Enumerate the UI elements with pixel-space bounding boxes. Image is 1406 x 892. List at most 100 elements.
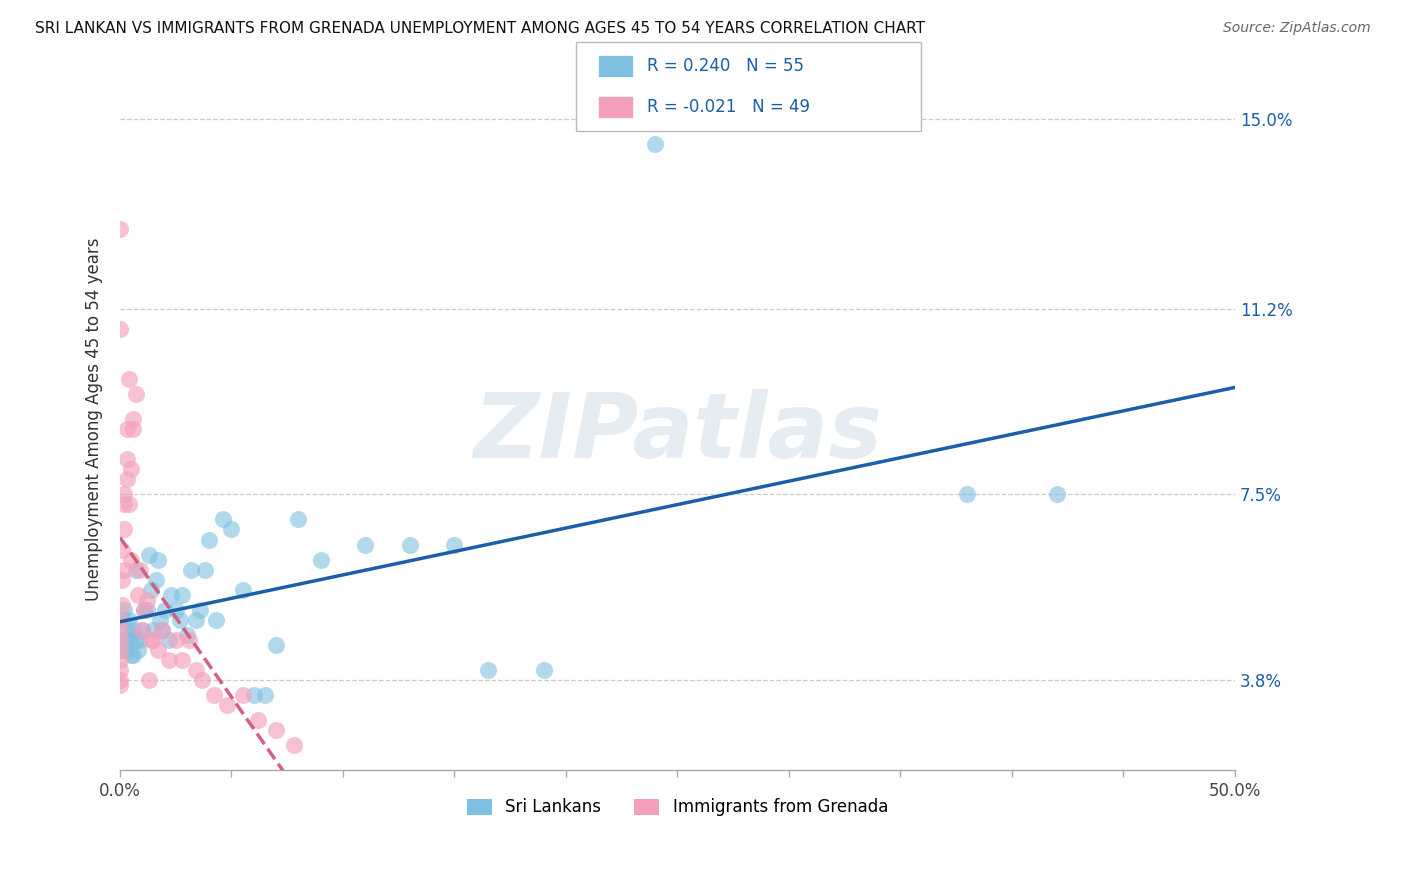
Point: [354, 537, 377, 551]
Point: [184, 613, 207, 627]
Point: [150, 623, 173, 637]
Point: [108, 222, 131, 236]
Point: [111, 573, 134, 587]
Point: [112, 632, 135, 647]
Point: [131, 623, 153, 637]
Point: [177, 632, 200, 647]
Point: [108, 322, 131, 336]
Point: [118, 372, 141, 386]
Point: [160, 588, 183, 602]
Point: [309, 552, 332, 566]
Point: [112, 523, 135, 537]
Point: [111, 598, 134, 612]
Point: [108, 653, 131, 667]
Point: [118, 632, 141, 647]
Point: [232, 582, 254, 597]
Text: SRI LANKAN VS IMMIGRANTS FROM GRENADA UNEMPLOYMENT AMONG AGES 45 TO 54 YEARS COR: SRI LANKAN VS IMMIGRANTS FROM GRENADA UN…: [35, 21, 925, 36]
Point: [198, 533, 221, 547]
Point: [644, 136, 666, 151]
Point: [120, 462, 142, 476]
Point: [108, 623, 131, 637]
Point: [135, 592, 157, 607]
Point: [1045, 487, 1067, 501]
Point: [157, 632, 180, 647]
Point: [142, 632, 165, 647]
Point: [194, 563, 217, 577]
Point: [150, 623, 173, 637]
Y-axis label: Unemployment Among Ages 45 to 54 years: Unemployment Among Ages 45 to 54 years: [86, 237, 103, 601]
Point: [142, 623, 165, 637]
Point: [120, 552, 142, 566]
Point: [118, 498, 141, 512]
Point: [112, 563, 135, 577]
Point: [124, 563, 146, 577]
Point: [477, 663, 499, 677]
Point: [122, 412, 145, 426]
Point: [221, 523, 243, 537]
Point: [138, 548, 160, 562]
Point: [108, 663, 131, 677]
Point: [115, 623, 138, 637]
Point: [112, 487, 135, 501]
Point: [122, 422, 145, 436]
Point: [202, 688, 225, 702]
Point: [108, 673, 131, 687]
Point: [141, 632, 163, 647]
Point: [112, 602, 135, 616]
Point: [215, 698, 238, 712]
Point: [253, 688, 276, 702]
Point: [165, 632, 187, 647]
Point: [111, 542, 134, 557]
Point: [153, 602, 176, 616]
Point: [956, 487, 979, 501]
Point: [111, 613, 134, 627]
Point: [287, 512, 309, 526]
Point: [205, 613, 228, 627]
Text: Source: ZipAtlas.com: Source: ZipAtlas.com: [1223, 21, 1371, 35]
Point: [533, 663, 555, 677]
Point: [108, 678, 131, 692]
Point: [131, 623, 153, 637]
Point: [165, 602, 187, 616]
Point: [443, 537, 465, 551]
Point: [108, 613, 131, 627]
Legend: Sri Lankans, Immigrants from Grenada: Sri Lankans, Immigrants from Grenada: [458, 790, 897, 825]
Point: [176, 628, 198, 642]
Point: [138, 673, 160, 687]
Point: [127, 588, 149, 602]
Point: [399, 537, 422, 551]
Point: [124, 632, 146, 647]
Point: [135, 602, 157, 616]
Point: [122, 623, 145, 637]
Point: [111, 642, 134, 657]
Point: [145, 573, 167, 587]
Point: [141, 582, 163, 597]
Point: [120, 628, 142, 642]
Point: [242, 688, 264, 702]
Point: [211, 512, 233, 526]
Point: [283, 738, 305, 752]
Point: [134, 602, 156, 616]
Point: [247, 713, 270, 727]
Point: [108, 642, 131, 657]
Point: [146, 552, 169, 566]
Point: [191, 673, 214, 687]
Point: [169, 613, 191, 627]
Point: [157, 653, 180, 667]
Point: [172, 653, 194, 667]
Point: [124, 387, 146, 401]
Point: [172, 588, 194, 602]
Point: [149, 613, 172, 627]
Point: [146, 642, 169, 657]
Text: ZIPatlas: ZIPatlas: [472, 389, 882, 477]
Point: [188, 602, 211, 616]
Point: [108, 632, 131, 647]
Point: [115, 452, 138, 467]
Point: [129, 632, 152, 647]
Point: [184, 663, 207, 677]
Point: [232, 688, 254, 702]
Point: [127, 642, 149, 657]
Point: [115, 642, 138, 657]
Point: [264, 638, 287, 652]
Point: [118, 613, 141, 627]
